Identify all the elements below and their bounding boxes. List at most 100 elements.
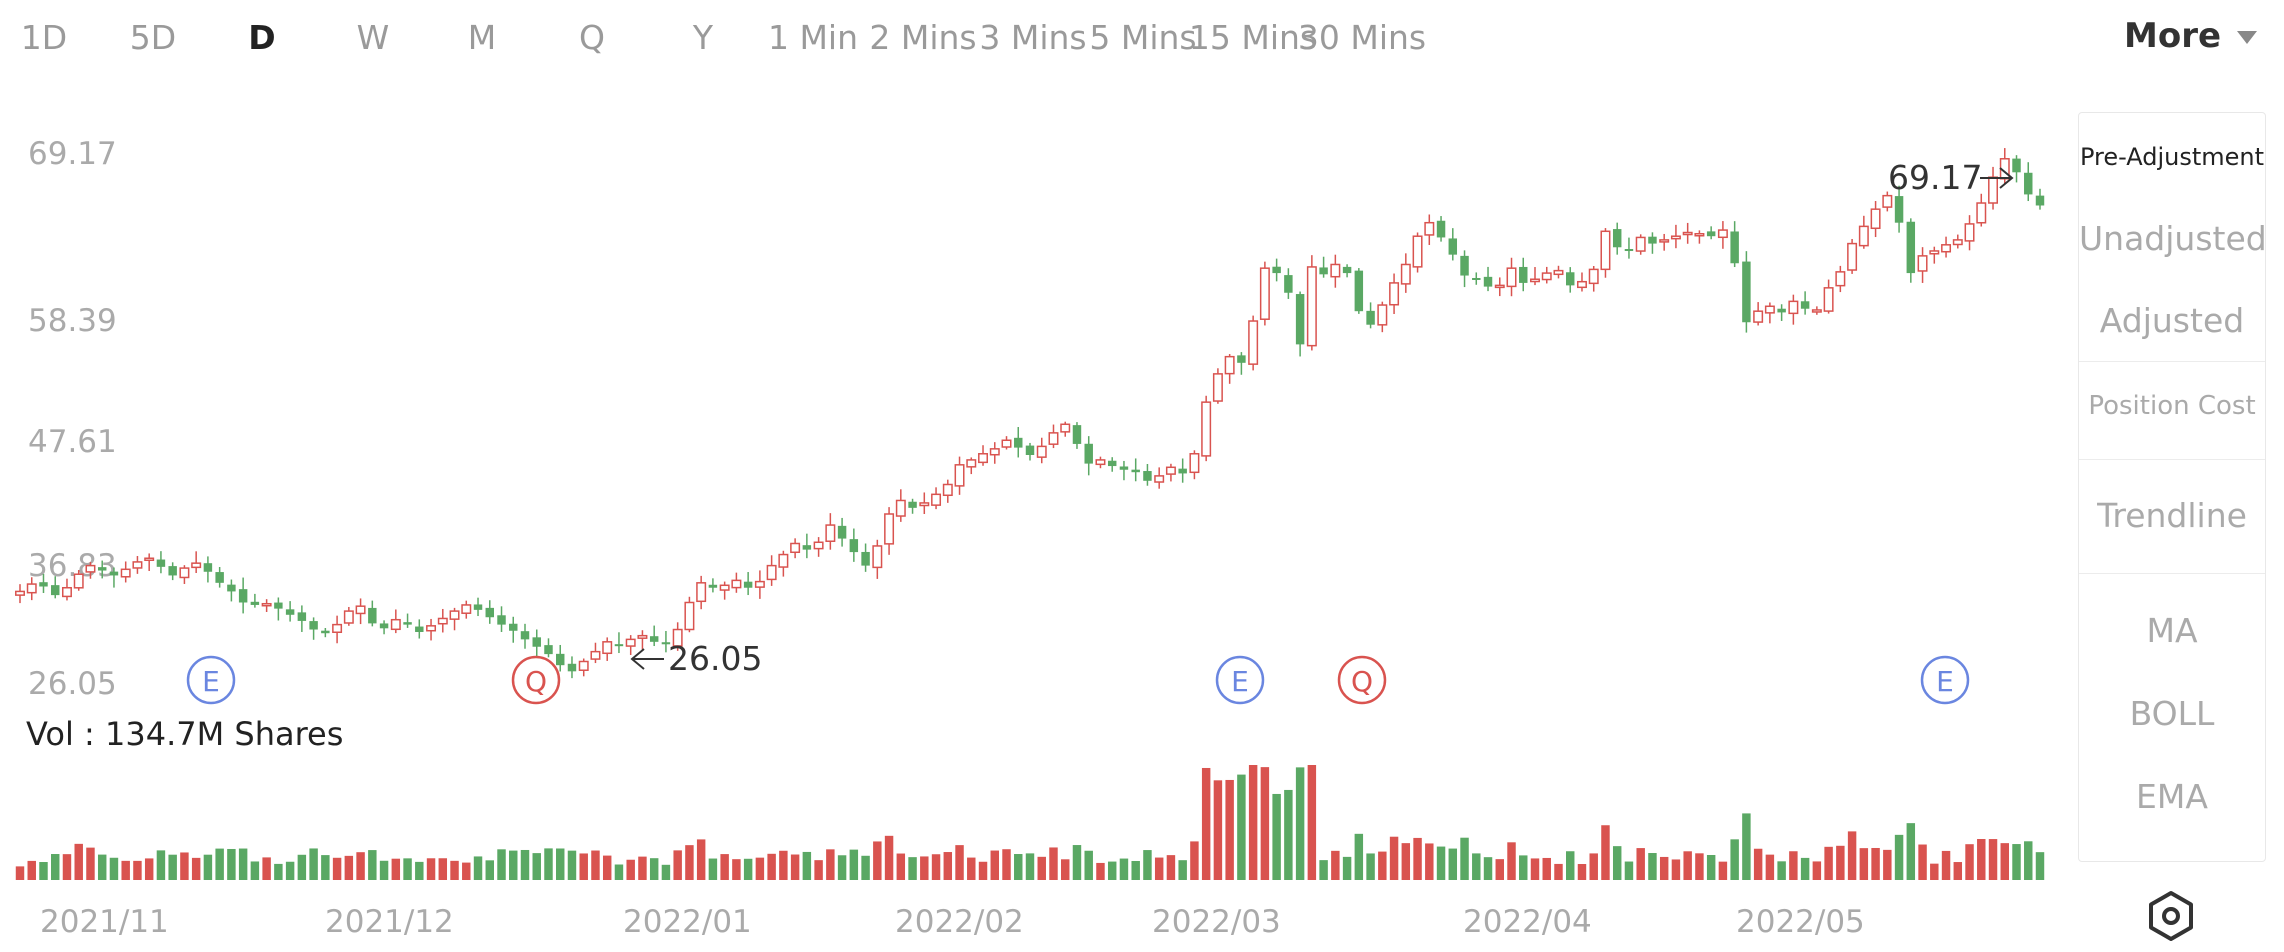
volume-bar (1084, 850, 1093, 880)
event-marker-letter: Q (1351, 665, 1373, 698)
candle-body-up (85, 564, 96, 573)
volume-label: Vol : 134.7M Shares (26, 715, 344, 753)
tab-daily[interactable]: D (248, 18, 276, 57)
boll-indicator-option[interactable]: BOLL (2129, 694, 2215, 733)
volume-bar (779, 850, 788, 880)
ma-indicator-option[interactable]: MA (2146, 611, 2198, 650)
trendline-option[interactable]: Trendline (2097, 496, 2247, 535)
volume-bar (121, 860, 130, 880)
adjustment-side-panel: Pre-Adjustment Unadjusted Adjusted Posit… (2078, 112, 2267, 862)
tab-5d[interactable]: 5D (129, 18, 177, 57)
volume-bar (1601, 825, 1610, 880)
tab-30-mins[interactable]: 30 Mins (1297, 18, 1427, 57)
tab-1d[interactable]: 1D (20, 18, 68, 57)
tab-2-mins[interactable]: 2 Mins (869, 18, 977, 57)
candle-body-up (754, 580, 765, 588)
candle-body-down (1178, 468, 1187, 474)
volume-bar (1566, 851, 1575, 880)
candle-body-up (872, 545, 883, 569)
candle-body-up (1811, 309, 1822, 313)
event-marker-circle (1215, 655, 1265, 705)
volume-bar (250, 861, 260, 880)
volume-bar (1448, 848, 1458, 880)
volume-bar (332, 857, 342, 880)
event-marker-letter: E (202, 665, 220, 698)
side-divider (2079, 459, 2265, 460)
volume-bar (696, 839, 706, 880)
tab-1-min[interactable]: 1 Min (767, 18, 859, 57)
volume-bar (1366, 853, 1375, 880)
tab-yearly[interactable]: Y (692, 18, 714, 57)
tab-3-mins[interactable]: 3 Mins (979, 18, 1087, 57)
position-cost-option[interactable]: Position Cost (2088, 391, 2256, 421)
y-tick-label: 26.05 (28, 666, 117, 702)
volume-bar (1612, 846, 1622, 880)
volume-bar (450, 860, 459, 880)
candle-body-down (1448, 238, 1458, 255)
volume-bar (2024, 841, 2033, 880)
candle-body-up (895, 499, 906, 517)
tab-weekly[interactable]: W (356, 18, 390, 57)
hexagon-settings-icon[interactable] (2145, 890, 2197, 942)
pre-adjustment-option[interactable]: Pre-Adjustment (2079, 143, 2265, 171)
timeframe-tab-bar: 1D 5D D W M Q Y 1 Min 2 Mins 3 Mins 5 Mi… (0, 0, 2284, 80)
volume-bar (27, 860, 36, 880)
x-tick-label: 2022/05 (1736, 904, 1865, 940)
candle-body-up (343, 610, 354, 624)
quarterly-event-icon: Q (1337, 655, 1387, 705)
side-divider (2079, 573, 2265, 574)
candle-body-up (1154, 475, 1165, 483)
candle-body-down (297, 612, 307, 621)
candle-body-down (215, 572, 224, 583)
candle-body-down (1894, 196, 1904, 223)
volume-bar (1953, 862, 1963, 880)
candle-body-down (1107, 460, 1117, 467)
candle-body-down (1519, 266, 1528, 283)
candle-body-up (1635, 236, 1646, 252)
more-dropdown[interactable]: More (2124, 16, 2258, 56)
candle-body-up (449, 610, 460, 620)
candle-body-down (708, 584, 718, 588)
candle-body-down (1366, 310, 1375, 325)
volume-bar (1542, 857, 1551, 880)
volume-bar (1659, 856, 1669, 880)
candle-body-up (1988, 176, 1999, 204)
candle-body-up (1377, 304, 1388, 326)
volume-bar (1988, 839, 1998, 880)
ema-indicator-option[interactable]: EMA (2136, 777, 2208, 816)
candle-body-up (825, 524, 836, 542)
candle-body-up (672, 628, 683, 647)
volume-bar (473, 856, 483, 880)
volume-bar (661, 864, 671, 880)
candle-body-up (1870, 208, 1881, 230)
candle-body-down (837, 525, 847, 539)
volume-bar (344, 855, 354, 880)
tab-monthly[interactable]: M (467, 18, 497, 57)
candle-body-up (120, 568, 131, 578)
candle-body-down (1354, 270, 1364, 312)
volume-bar (1812, 861, 1822, 880)
candle-body-down (1072, 425, 1082, 444)
volume-bar (227, 848, 236, 880)
tab-15-mins[interactable]: 15 Mins (1188, 18, 1318, 57)
candle-body-up (15, 590, 25, 596)
unadjusted-option[interactable]: Unadjusted (2079, 219, 2267, 258)
tab-5-mins[interactable]: 5 Mins (1089, 18, 1197, 57)
tab-quarterly[interactable]: Q (579, 18, 605, 57)
event-marker-circle (186, 655, 236, 705)
adjusted-option[interactable]: Adjusted (2099, 301, 2245, 340)
volume-bar (767, 853, 776, 880)
x-tick-label: 2021/12 (325, 904, 454, 940)
candle-body-down (1319, 267, 1328, 275)
candle-body-up (766, 564, 777, 581)
volume-bar (39, 862, 48, 880)
candlestick-chart[interactable]: 69.17 58.39 47.61 36.83 26.05 E Q E Q E 2021… (0, 0, 2070, 952)
volume-bar (1894, 834, 1904, 880)
candle-body-up (1847, 242, 1858, 271)
volume-bar (743, 858, 753, 880)
candle-body-down (250, 601, 260, 605)
volume-bar (1483, 857, 1493, 880)
candle-body-up (1506, 267, 1517, 288)
volume-bar (203, 854, 213, 880)
candle-body-up (602, 641, 613, 655)
